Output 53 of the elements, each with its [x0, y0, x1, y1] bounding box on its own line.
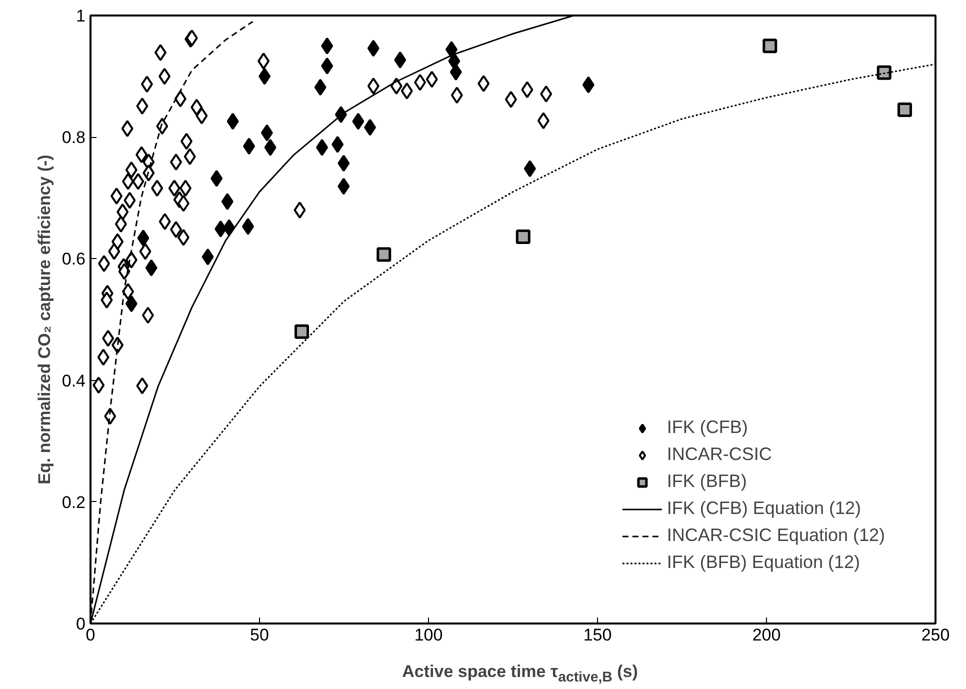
x-tick-label: 250	[921, 626, 950, 644]
x-tick-label: 200	[752, 626, 781, 644]
point	[223, 219, 236, 236]
point	[762, 38, 778, 54]
point	[125, 295, 138, 312]
x-axis-title: Active space time τ$_{active,B}$ (s)	[402, 661, 638, 688]
point	[243, 138, 256, 155]
point	[321, 37, 334, 54]
point	[260, 124, 273, 142]
legend-label: IFK (BFB) Equation (12)	[666, 552, 860, 573]
point	[376, 247, 392, 262]
point	[210, 170, 223, 187]
point	[582, 76, 594, 94]
point	[367, 40, 380, 57]
point	[202, 248, 214, 266]
x-tick-label: 150	[583, 626, 612, 644]
legend-label: INCAR-CSIC	[666, 444, 772, 465]
point	[364, 118, 376, 136]
point	[314, 78, 326, 96]
point	[394, 51, 406, 68]
point	[258, 68, 271, 85]
y-tick-label: 0.6	[62, 250, 86, 269]
y-tick-label: 0.4	[62, 371, 86, 390]
legend-label: INCAR-CSIC Equation (12)	[666, 525, 885, 546]
point	[516, 230, 530, 244]
point	[338, 178, 350, 195]
point	[242, 218, 254, 235]
point	[876, 65, 892, 80]
point	[226, 112, 239, 130]
legend-label: IFK (CFB)	[666, 417, 748, 438]
x-tick-label: 100	[414, 626, 443, 644]
point	[524, 160, 536, 178]
point	[264, 138, 276, 156]
point	[352, 112, 364, 130]
point	[897, 102, 912, 117]
point	[445, 41, 458, 58]
x-tick-label: 50	[250, 626, 269, 644]
point	[332, 136, 344, 153]
y-tick-label: 0.8	[62, 128, 86, 148]
point	[338, 154, 350, 172]
y-axis-title: Eq. normalized CO₂ capture efficiency (-)	[34, 154, 54, 484]
point	[137, 230, 150, 247]
point	[294, 324, 309, 339]
y-tick-label: 1	[76, 6, 86, 26]
point	[214, 220, 227, 238]
point	[145, 259, 158, 276]
y-tick-label: 0.2	[62, 492, 86, 512]
legend-label: IFK (BFB)	[666, 471, 747, 492]
legend-label: IFK (CFB) Equation (12)	[666, 498, 861, 519]
point	[316, 138, 328, 156]
point	[221, 193, 234, 210]
point	[450, 64, 462, 81]
point	[321, 57, 334, 74]
